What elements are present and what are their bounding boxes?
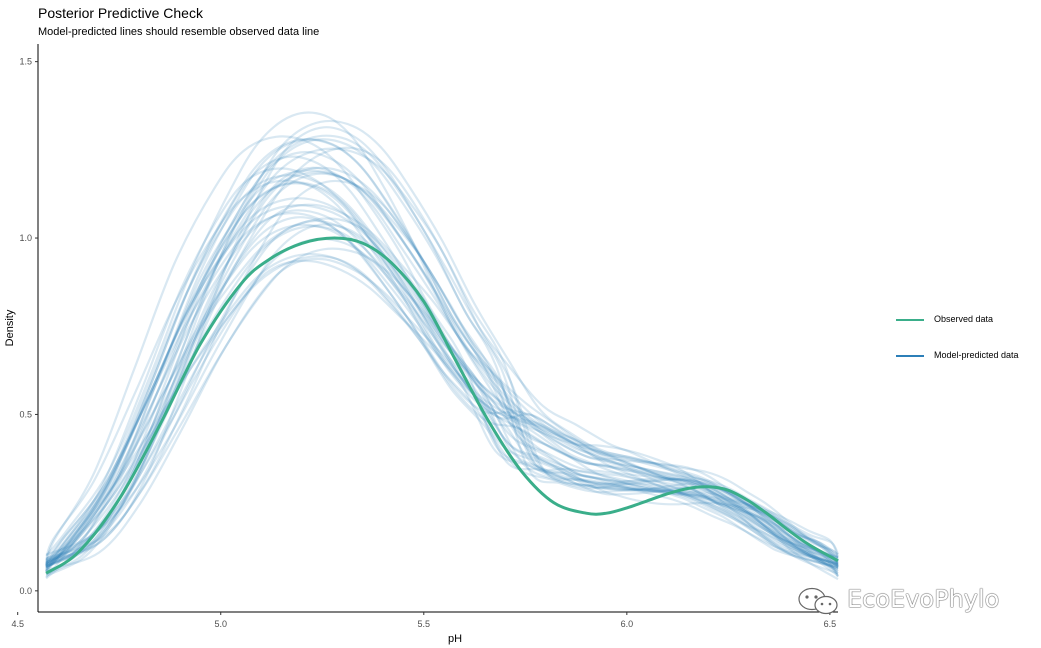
legend-item-predicted: Model-predicted data bbox=[896, 348, 1041, 364]
predicted-line bbox=[45, 137, 839, 571]
predicted-line bbox=[45, 119, 839, 569]
x-tick-label: 5.5 bbox=[418, 619, 431, 629]
predicted-line bbox=[45, 126, 840, 562]
predicted-line bbox=[45, 216, 839, 561]
predicted-line bbox=[45, 212, 839, 566]
y-tick-label: 1.0 bbox=[19, 233, 32, 243]
predicted-line bbox=[45, 150, 839, 569]
predicted-line bbox=[45, 179, 840, 562]
x-axis-title: pH bbox=[448, 633, 462, 645]
predicted-line bbox=[45, 134, 839, 577]
predicted-line bbox=[45, 209, 839, 567]
predicted-lines-layer bbox=[45, 111, 840, 581]
predicted-line bbox=[45, 172, 839, 565]
observed-line bbox=[45, 236, 839, 575]
y-axis-ticks: 0.0 0.5 1.0 1.5 bbox=[19, 57, 38, 596]
x-tick-label: 6.0 bbox=[621, 619, 634, 629]
predicted-line bbox=[45, 155, 839, 564]
legend-label-predicted: Model-predicted data bbox=[934, 350, 1019, 360]
predicted-line bbox=[45, 204, 839, 578]
predicted-line bbox=[45, 223, 839, 562]
legend-label-observed: Observed data bbox=[934, 314, 994, 324]
predicted-line bbox=[45, 203, 839, 577]
predicted-line bbox=[45, 166, 839, 568]
predicted-line bbox=[45, 146, 839, 577]
predicted-line bbox=[45, 237, 839, 565]
predicted-line bbox=[45, 217, 839, 581]
predicted-line bbox=[45, 259, 839, 576]
wechat-icon bbox=[798, 587, 838, 615]
x-axis-ticks: 4.5 5.0 5.5 6.0 6.5 bbox=[11, 612, 836, 629]
predicted-line bbox=[45, 247, 840, 568]
predicted-line bbox=[45, 167, 839, 572]
predicted-line bbox=[45, 138, 839, 568]
predicted-line bbox=[45, 255, 839, 575]
observed-line-layer bbox=[45, 236, 839, 575]
predicted-line bbox=[45, 223, 839, 567]
x-tick-label: 5.0 bbox=[214, 619, 227, 629]
predicted-line bbox=[45, 181, 839, 565]
legend-key-predicted bbox=[896, 355, 924, 357]
predicted-line bbox=[45, 111, 839, 569]
watermark: EcoEvoPhylo bbox=[795, 584, 1025, 618]
y-tick-label: 0.5 bbox=[19, 409, 32, 419]
y-axis-title: Density bbox=[4, 309, 16, 346]
predicted-line bbox=[45, 197, 839, 573]
predicted-line bbox=[45, 182, 839, 565]
predicted-line bbox=[45, 169, 839, 580]
y-tick-label: 0.0 bbox=[19, 586, 32, 596]
predicted-line bbox=[45, 138, 839, 569]
x-tick-label: 6.5 bbox=[824, 619, 837, 629]
predicted-line bbox=[45, 257, 840, 571]
legend-key-observed bbox=[896, 319, 924, 321]
predicted-line bbox=[45, 179, 839, 568]
chart-subtitle: Model-predicted lines should resemble ob… bbox=[38, 26, 320, 38]
x-tick-label: 4.5 bbox=[11, 619, 24, 629]
chart-title: Posterior Predictive Check bbox=[38, 5, 203, 21]
predicted-line bbox=[45, 225, 839, 567]
predicted-line bbox=[45, 252, 839, 569]
y-tick-label: 1.5 bbox=[19, 57, 32, 67]
predicted-line bbox=[45, 166, 839, 564]
watermark-text: EcoEvoPhylo bbox=[847, 585, 1000, 613]
legend-item-observed: Observed data bbox=[896, 312, 1041, 328]
predicted-line bbox=[45, 219, 839, 566]
predicted-line bbox=[45, 174, 839, 572]
